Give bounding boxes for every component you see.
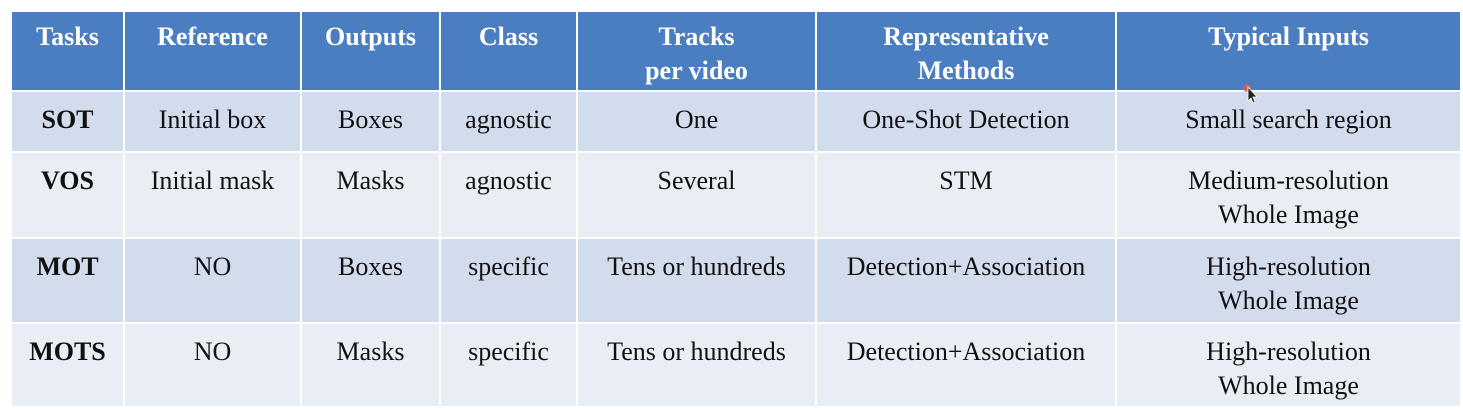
table-row: VOS Initial mask Masks agnostic Several …: [10, 151, 1462, 239]
outputs-cell: Boxes: [300, 90, 441, 153]
outputs-cell: Masks: [300, 151, 441, 239]
methods-cell: One-Shot Detection: [815, 90, 1117, 153]
class-cell: agnostic: [439, 151, 578, 239]
tracking-tasks-table: Tasks Reference Outputs Class Tracks per…: [10, 10, 1462, 408]
table-header-row: Tasks Reference Outputs Class Tracks per…: [10, 10, 1462, 92]
methods-cell: STM: [815, 151, 1117, 239]
table-row: SOT Initial box Boxes agnostic One One-S…: [10, 90, 1462, 153]
task-cell: VOS: [10, 151, 125, 239]
table-row: MOTS NO Masks specific Tens or hundreds …: [10, 322, 1462, 408]
header-typical-inputs: Typical Inputs: [1115, 10, 1462, 92]
tracks-cell: Tens or hundreds: [576, 237, 817, 324]
reference-cell: NO: [123, 322, 302, 408]
outputs-cell: Boxes: [300, 237, 441, 324]
methods-cell: Detection+Association: [815, 322, 1117, 408]
inputs-cell: High-resolution Whole Image: [1115, 322, 1462, 408]
class-cell: specific: [439, 322, 578, 408]
reference-cell: Initial box: [123, 90, 302, 153]
inputs-cell: Medium-resolution Whole Image: [1115, 151, 1462, 239]
class-cell: specific: [439, 237, 578, 324]
tracks-cell: Tens or hundreds: [576, 322, 817, 408]
inputs-cell: Small search region: [1115, 90, 1462, 153]
header-representative-methods: Representative Methods: [815, 10, 1117, 92]
reference-cell: NO: [123, 237, 302, 324]
reference-cell: Initial mask: [123, 151, 302, 239]
tracks-cell: Several: [576, 151, 817, 239]
header-reference: Reference: [123, 10, 302, 92]
outputs-cell: Masks: [300, 322, 441, 408]
header-outputs: Outputs: [300, 10, 441, 92]
header-tasks: Tasks: [10, 10, 125, 92]
task-cell: SOT: [10, 90, 125, 153]
tracks-cell: One: [576, 90, 817, 153]
inputs-cell: High-resolution Whole Image: [1115, 237, 1462, 324]
methods-cell: Detection+Association: [815, 237, 1117, 324]
task-cell: MOT: [10, 237, 125, 324]
mouse-pointer-icon: [1243, 84, 1257, 104]
table-row: MOT NO Boxes specific Tens or hundreds D…: [10, 237, 1462, 324]
header-class: Class: [439, 10, 578, 92]
class-cell: agnostic: [439, 90, 578, 153]
header-tracks-per-video: Tracks per video: [576, 10, 817, 92]
task-cell: MOTS: [10, 322, 125, 408]
